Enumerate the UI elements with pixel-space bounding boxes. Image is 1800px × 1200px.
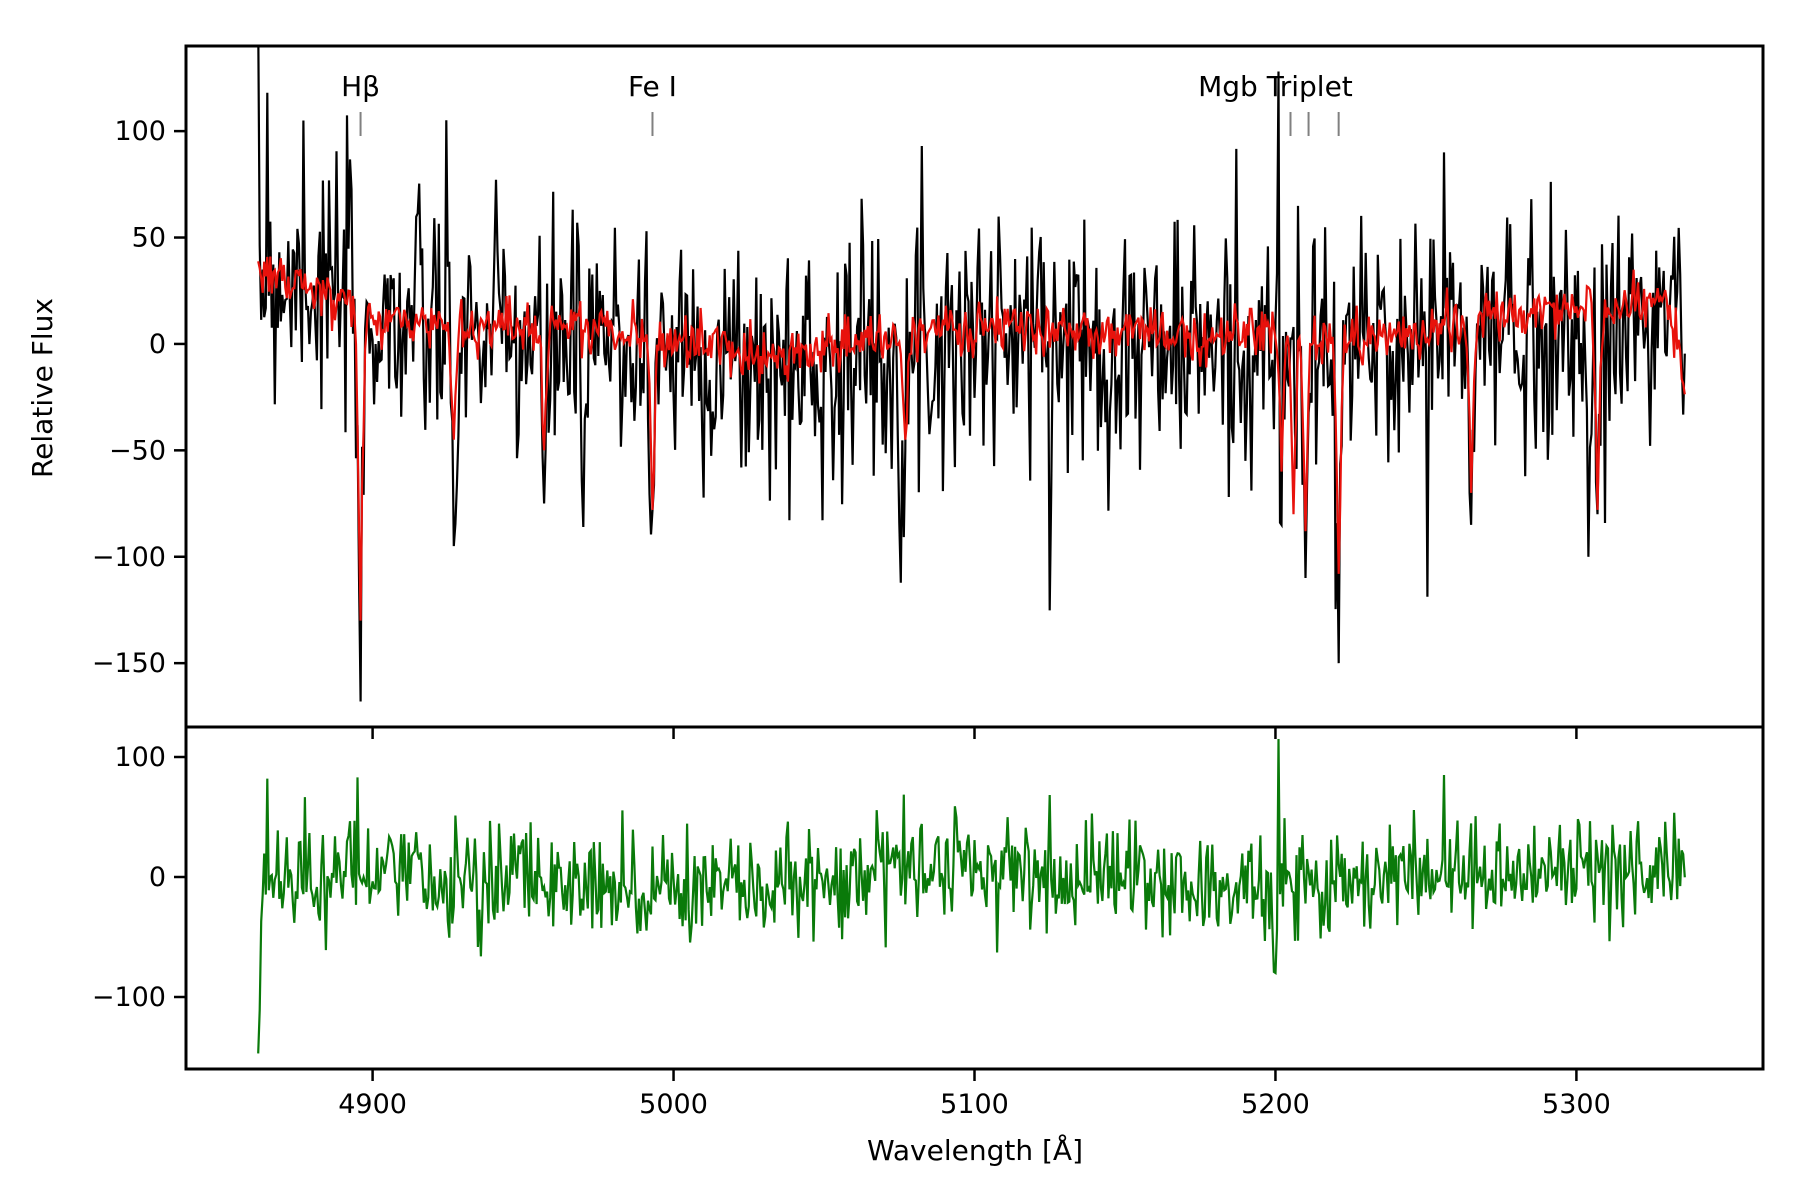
line-annotation-label: Hβ xyxy=(341,70,380,103)
series-line-residual xyxy=(257,738,1686,1054)
y-axis-label: Relative Flux xyxy=(26,298,59,478)
line-annotation-label: Fe I xyxy=(628,70,677,103)
y-tick-label: −100 xyxy=(92,982,166,1013)
series-line-model-fit xyxy=(257,256,1686,621)
x-tick-label: 5100 xyxy=(940,1089,1009,1120)
x-axis-label: Wavelength [Å] xyxy=(867,1133,1083,1167)
y-tick-label: 0 xyxy=(149,329,166,360)
x-tick-label: 4900 xyxy=(338,1089,407,1120)
y-tick-label: −100 xyxy=(92,542,166,573)
x-tick-label: 5000 xyxy=(639,1089,708,1120)
residual-panel: 100 0 −100 4900 5000 5100 5200 5300 xyxy=(92,725,1765,1120)
x-tick-label: 5300 xyxy=(1542,1089,1611,1120)
y-tick-label: 0 xyxy=(149,862,166,893)
y-tick-label: −150 xyxy=(92,648,166,679)
line-annotation-label: Mgb Triplet xyxy=(1198,70,1353,103)
y-tick-label: 50 xyxy=(132,223,166,254)
series-line-observed-spectrum xyxy=(257,46,1686,702)
spectrum-panel: 100 50 0 −50 −100 −150 Hβ Fe I Mgb Triplet xyxy=(92,44,1765,739)
y-tick-label: −50 xyxy=(109,435,166,466)
y-tick-label: 100 xyxy=(114,116,166,147)
y-tick-label: 100 xyxy=(114,742,166,773)
x-tick-label: 5200 xyxy=(1241,1089,1310,1120)
